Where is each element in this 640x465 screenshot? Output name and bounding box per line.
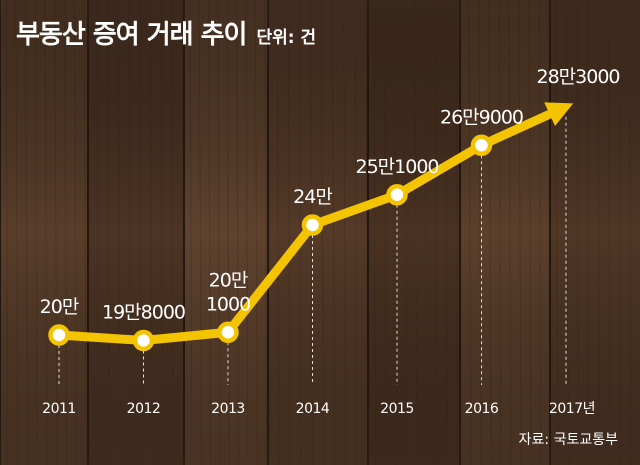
data-point (132, 329, 155, 352)
data-point (217, 321, 239, 343)
data-label: 25만1000 (355, 156, 438, 178)
source-note: 자료: 국토교통부 (518, 432, 618, 448)
chart-header: 부동산 증여 거래 추이 단위: 건 (16, 14, 316, 51)
x-tick-label: 2011 (42, 401, 76, 417)
x-tick-label: 2012 (127, 401, 161, 417)
data-label: 26만9000 (440, 106, 523, 128)
chart-title: 부동산 증여 거래 추이 (16, 20, 247, 50)
data-label: 24만 (293, 186, 332, 208)
data-point (48, 324, 70, 346)
data-point (386, 184, 408, 206)
data-point (470, 134, 493, 156)
data-label: 20만 1000 (206, 269, 250, 315)
x-tick-label: 2013 (211, 401, 245, 417)
data-label: 28만3000 (536, 66, 619, 88)
x-tick-label: 2014 (296, 401, 330, 417)
arrow-head-icon (544, 102, 574, 127)
data-label: 20만 (40, 296, 79, 318)
x-tick-label: 2016 (465, 401, 499, 417)
x-tick-label: 2017년 (549, 401, 595, 417)
data-label: 19만8000 (102, 302, 185, 324)
unit-label: 단위: 건 (256, 28, 317, 48)
data-point (301, 214, 324, 236)
x-tick-label: 2015 (380, 401, 414, 417)
